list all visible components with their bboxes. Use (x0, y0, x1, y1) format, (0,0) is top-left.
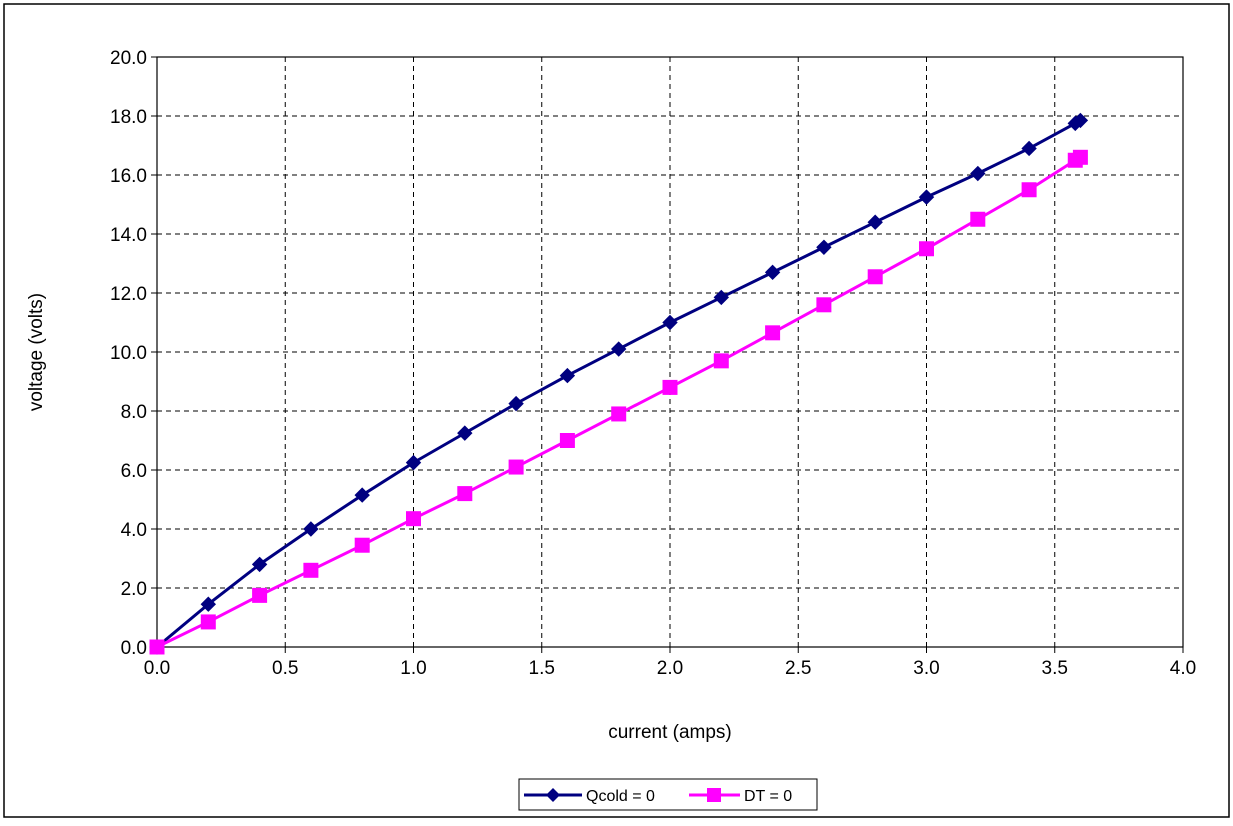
legend-label-qcold: Qcold = 0 (586, 788, 655, 805)
x-tick-label: 2.0 (657, 658, 683, 679)
y-tick-label: 12.0 (110, 284, 147, 305)
axis-ticks: 0.0 0.5 1.0 1.5 2.0 2.5 3.0 3.5 4.0 0.0 2.0 4.0 6.0 8… (110, 48, 1196, 679)
legend-marker-dt (707, 788, 721, 802)
legend-label-dt: DT = 0 (744, 788, 792, 805)
data-point-qcold (1021, 140, 1037, 157)
data-point-qcold (508, 395, 524, 412)
y-tick-label: 14.0 (110, 225, 147, 246)
y-tick-label: 10.0 (110, 343, 147, 364)
y-tick-label: 16.0 (110, 166, 147, 187)
series-line-qcold (156, 119, 1082, 649)
y-tick-label: 8.0 (121, 402, 147, 423)
legend: Qcold = 0 DT = 0 (518, 778, 818, 811)
data-point-qcold (662, 314, 678, 331)
data-point-qcold (816, 239, 832, 255)
data-point-dt (406, 511, 421, 527)
x-axis-title: current (amps) (608, 722, 732, 743)
data-point-dt (765, 325, 781, 341)
data-point-dt (559, 433, 575, 448)
y-tick-label: 20.0 (110, 48, 147, 69)
data-point-qcold (918, 189, 935, 205)
y-axis-title: voltage (volts) (26, 293, 47, 411)
series-line-dt (156, 155, 1082, 649)
data-point-qcold (610, 341, 627, 357)
data-point-dt (970, 211, 986, 227)
gridlines (157, 57, 1183, 647)
data-point-dt (816, 297, 832, 313)
x-tick-label: 4.0 (1170, 658, 1196, 679)
x-tick-label: 3.0 (913, 658, 939, 679)
data-point-dt (867, 269, 883, 285)
data-point-dt (200, 614, 216, 630)
data-point-dt (252, 587, 268, 603)
data-point-qcold (867, 214, 883, 230)
x-tick-label: 3.5 (1042, 658, 1068, 679)
data-point-qcold (251, 556, 268, 573)
data-point-dt (611, 406, 627, 422)
data-point-dt (1072, 149, 1088, 165)
data-point-qcold (1072, 112, 1089, 129)
x-tick-label: 0.0 (144, 658, 170, 679)
data-point-dt (713, 353, 729, 369)
y-tick-label: 2.0 (121, 579, 147, 600)
data-point-qcold (970, 165, 986, 182)
data-point-dt (303, 562, 319, 578)
y-tick-label: 0.0 (121, 638, 147, 659)
x-tick-label: 2.5 (785, 658, 811, 679)
x-tick-label: 0.5 (272, 658, 298, 679)
data-point-qcold (713, 289, 730, 306)
x-tick-label: 1.0 (400, 658, 426, 679)
data-point-dt (662, 379, 678, 395)
data-point-dt (354, 537, 370, 553)
data-point-dt (508, 459, 524, 475)
data-point-dt (149, 639, 165, 655)
x-tick-label: 1.5 (529, 658, 555, 679)
series-group (149, 112, 1089, 655)
data-point-qcold (457, 425, 473, 441)
data-point-dt (457, 486, 473, 502)
data-point-qcold (559, 367, 576, 384)
legend-marker-qcold (546, 788, 560, 802)
y-tick-label: 18.0 (110, 107, 147, 128)
data-point-qcold (303, 521, 319, 537)
data-point-qcold (354, 487, 370, 503)
y-tick-label: 6.0 (121, 461, 147, 482)
y-tick-label: 4.0 (121, 520, 147, 541)
data-point-dt (919, 241, 934, 257)
data-point-qcold (405, 454, 422, 471)
data-point-dt (1021, 182, 1037, 198)
data-point-qcold (200, 596, 217, 612)
data-point-qcold (764, 264, 781, 281)
